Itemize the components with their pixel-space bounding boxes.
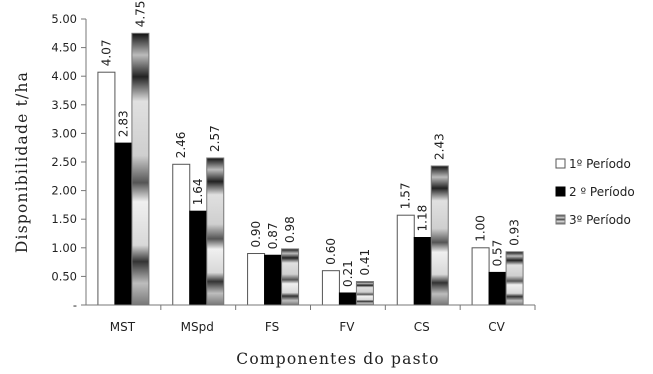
bars xyxy=(97,32,524,306)
data-label: 0.98 xyxy=(283,216,297,243)
y-axis-ticks: - 0.50 1.00 1.50 2.00 2.50 3.00 3.50 4.00 4.50 5.0… xyxy=(51,12,86,312)
bar-fv-series-3 xyxy=(355,281,374,306)
bar-fs-series-1 xyxy=(247,253,266,306)
data-label: 1.64 xyxy=(191,178,205,205)
data-label: 0.41 xyxy=(358,249,372,276)
data-label: 0.21 xyxy=(341,260,355,287)
y-tick-label: 3.00 xyxy=(51,126,77,140)
data-label: 2.57 xyxy=(208,125,222,152)
data-label: 0.60 xyxy=(324,238,338,265)
bar-cv-series-3 xyxy=(505,251,524,306)
data-label: 1.00 xyxy=(474,215,488,242)
y-axis-label: Disponibilidade t/ha xyxy=(13,71,31,253)
x-axis-ticks: MST MSpd FS FV CS CV xyxy=(110,305,536,334)
x-axis-label: Componentes do pasto xyxy=(236,350,439,368)
bar-mst-series-2 xyxy=(114,142,133,306)
bar-fs-series-2 xyxy=(264,254,283,306)
data-label: 0.57 xyxy=(491,240,505,267)
legend-label-2: 2 º Período xyxy=(569,185,635,199)
bar-fv-series-2 xyxy=(338,292,357,306)
x-tick-label: CV xyxy=(488,320,505,334)
y-tick-label: 2.00 xyxy=(51,184,77,198)
x-tick-label: MSpd xyxy=(181,320,214,334)
data-label: 0.90 xyxy=(249,221,263,248)
bar-mst-series-1 xyxy=(97,71,116,306)
legend-label-1: 1º Período xyxy=(569,157,631,171)
bar-cs-series-1 xyxy=(396,214,415,306)
x-tick-label: FS xyxy=(265,320,279,334)
bar-mspd-series-3 xyxy=(206,157,225,306)
bar-cv-series-1 xyxy=(471,247,490,306)
legend: 1º Período 2 º Período 3º Período xyxy=(555,157,635,227)
bar-cs-series-2 xyxy=(413,237,432,306)
legend-swatch-1 xyxy=(555,158,566,169)
y-tick-label: 4.50 xyxy=(51,41,77,55)
y-tick-label: 2.50 xyxy=(51,155,77,169)
y-tick-label: 5.00 xyxy=(51,12,77,26)
y-tick-label: 4.00 xyxy=(51,69,77,83)
y-tick-label: - xyxy=(73,298,77,312)
bar-fs-series-3 xyxy=(281,248,300,306)
legend-swatch-3 xyxy=(555,214,566,225)
x-tick-label: CS xyxy=(414,320,430,334)
bar-cs-series-3 xyxy=(430,165,449,306)
y-tick-label: 1.50 xyxy=(51,212,77,226)
data-label: 0.93 xyxy=(508,219,522,246)
bar-mst-series-3 xyxy=(131,32,150,306)
bar-cv-series-2 xyxy=(488,271,507,306)
y-axis-title: Disponibilidade t/ha xyxy=(13,71,31,253)
y-tick-label: 0.50 xyxy=(51,269,77,283)
data-label: 1.18 xyxy=(416,205,430,232)
data-label: 2.43 xyxy=(433,133,447,160)
y-tick-label: 3.50 xyxy=(51,98,77,112)
legend-label-3: 3º Período xyxy=(569,213,631,227)
x-tick-label: FV xyxy=(339,320,355,334)
data-label: 1.57 xyxy=(399,182,413,209)
y-tick-label: 1.00 xyxy=(51,241,77,255)
data-label: 0.87 xyxy=(266,223,280,250)
bar-mspd-series-2 xyxy=(189,210,208,306)
data-labels: 4.07 2.83 4.75 2.46 1.64 2.57 0.90 0.87 0.98 0.60… xyxy=(99,1,521,287)
data-label: 2.46 xyxy=(174,132,188,159)
legend-swatch-2 xyxy=(555,186,566,197)
bar-mspd-series-1 xyxy=(172,163,191,306)
data-label: 4.07 xyxy=(99,39,113,66)
data-label: 4.75 xyxy=(133,1,147,28)
data-label: 2.83 xyxy=(116,110,130,137)
x-tick-label: MST xyxy=(110,320,136,334)
bar-fv-series-1 xyxy=(321,270,340,306)
